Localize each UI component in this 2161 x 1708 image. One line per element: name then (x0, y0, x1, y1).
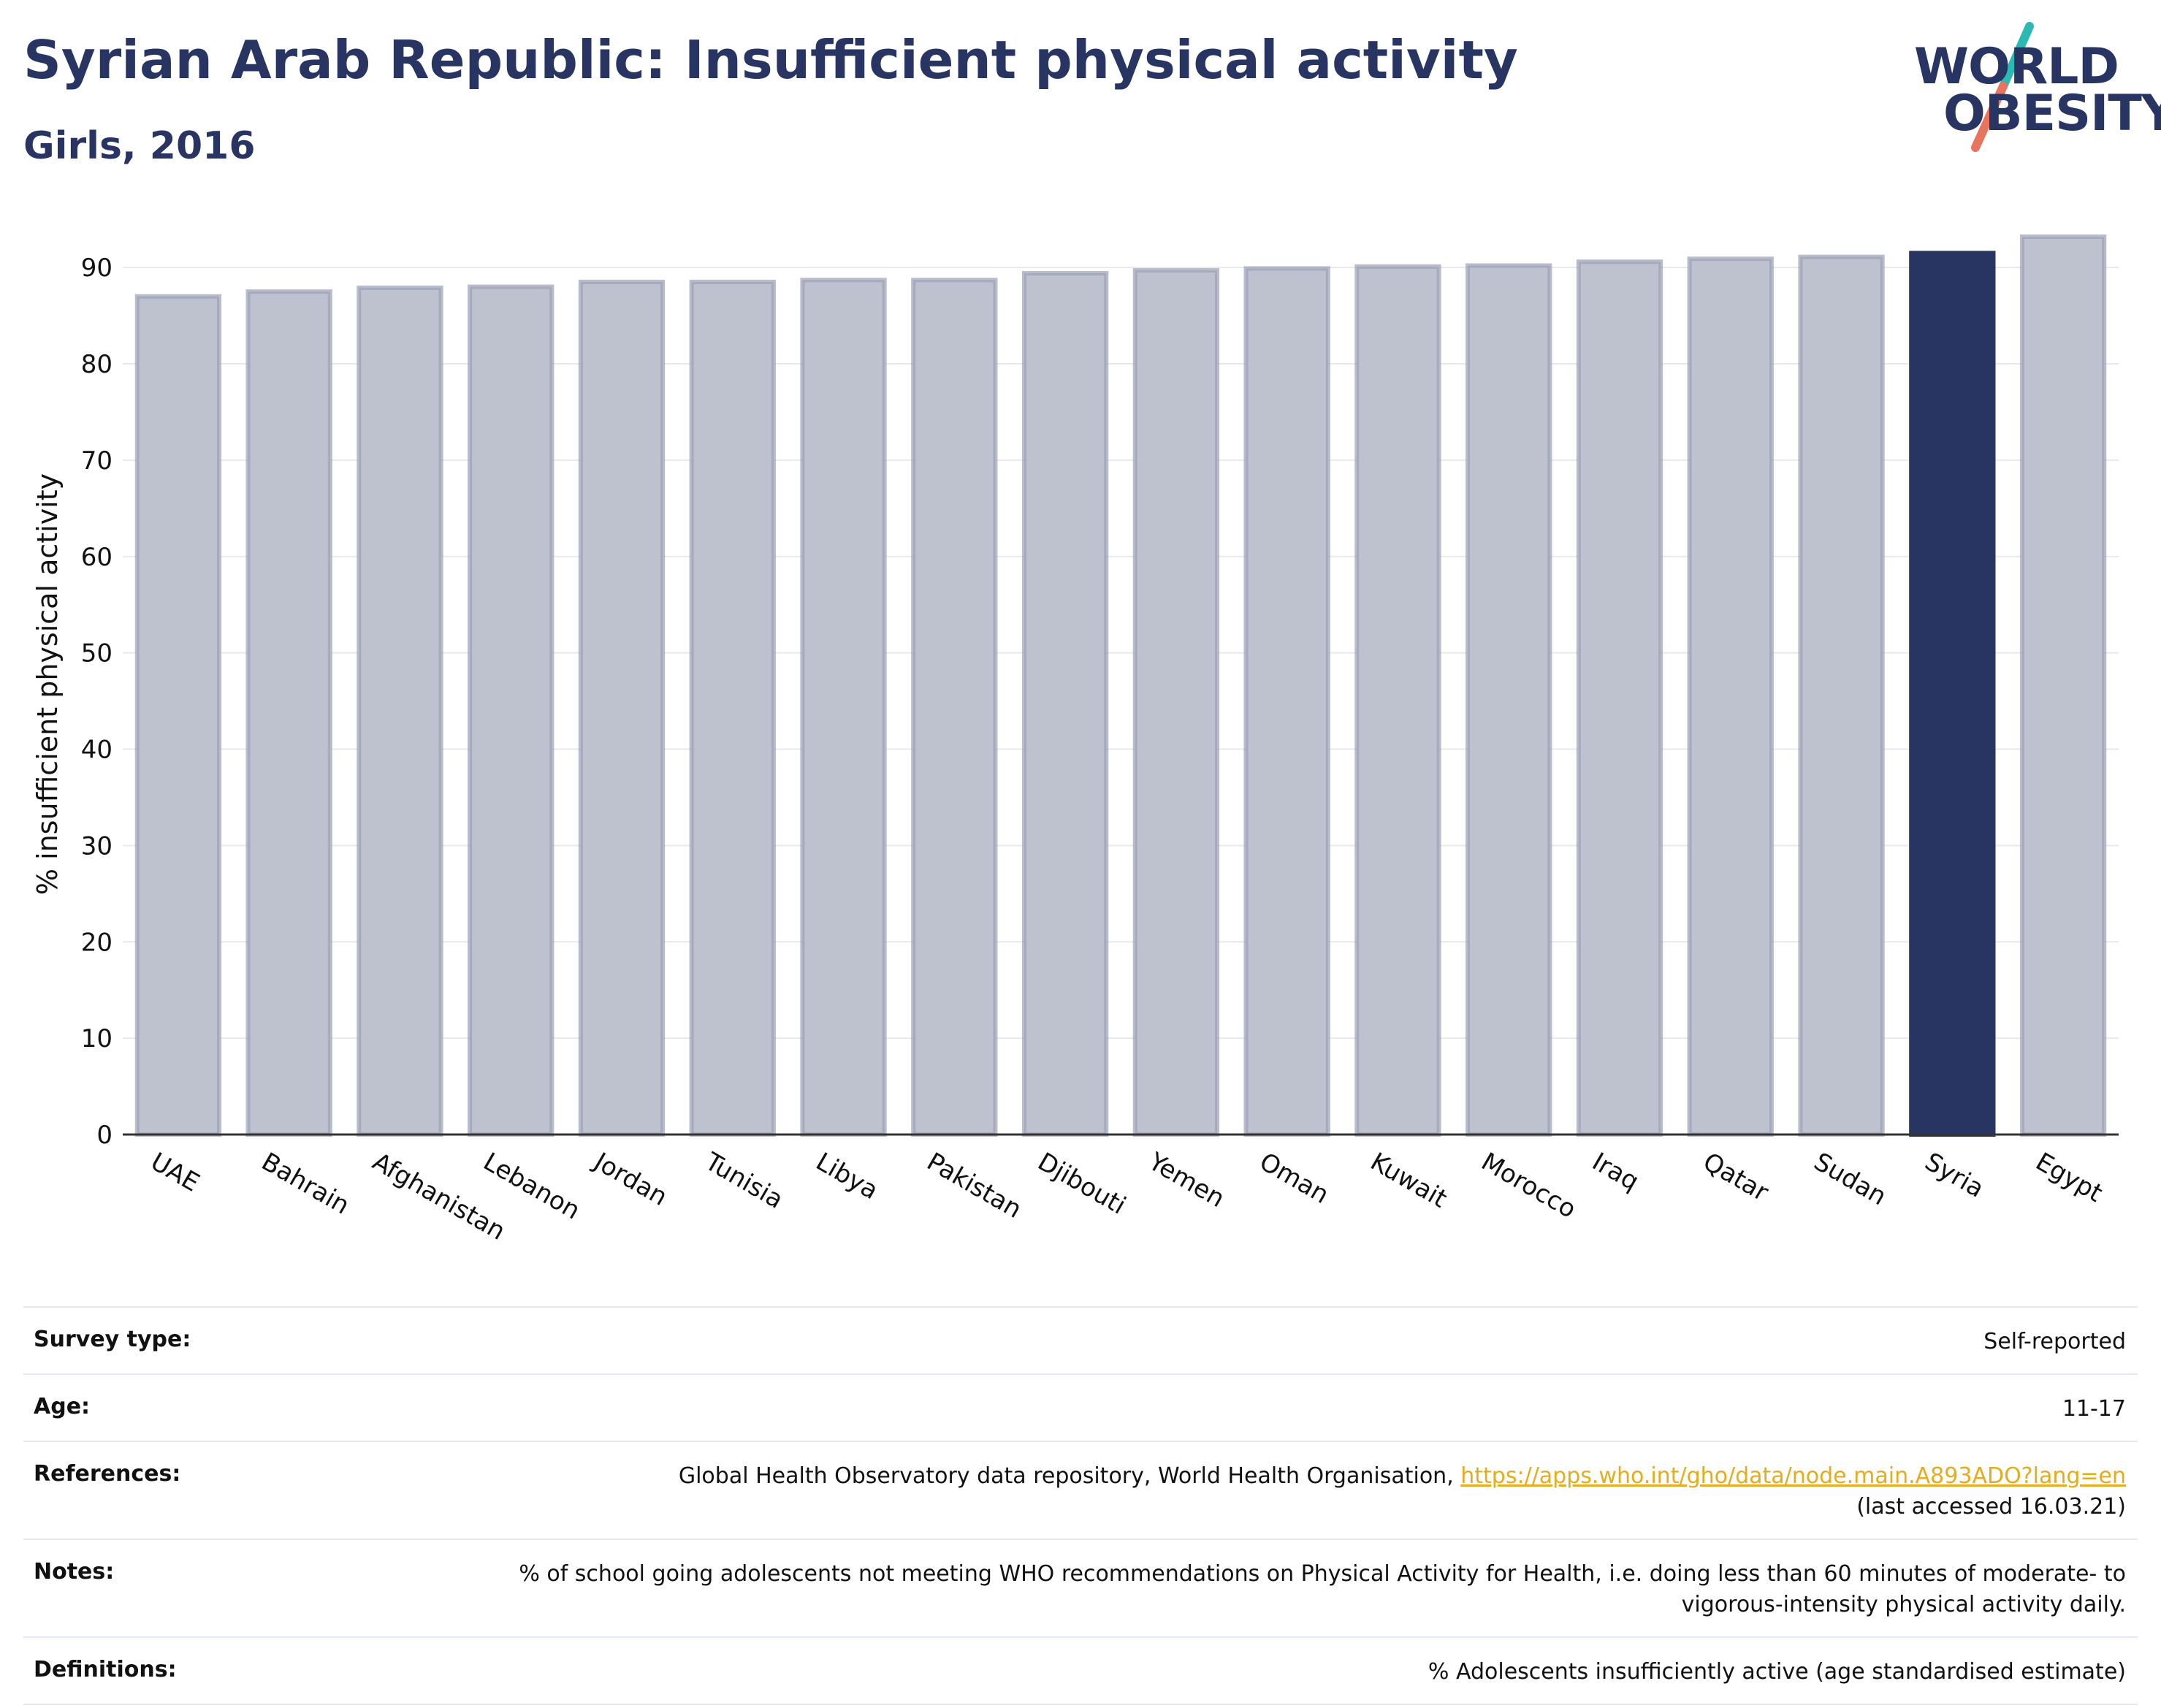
bar-yemen (1132, 268, 1220, 1137)
bar-lebanon (468, 284, 554, 1137)
bar-jordan (578, 279, 666, 1137)
bar-syria (1909, 251, 1996, 1137)
y-tick-label: 80 (81, 350, 113, 379)
bar-sudan (1798, 254, 1885, 1137)
bar-morocco (1466, 263, 1552, 1137)
meta-row-age: Age: 11-17 (23, 1373, 2138, 1441)
y-tick-label: 70 (81, 446, 113, 476)
meta-value: Global Health Observatory data repositor… (23, 1442, 2138, 1539)
bar-djibouti (1021, 271, 1109, 1137)
metadata-table: Survey type: Self-reported Age: 11-17 Re… (23, 1306, 2138, 1705)
x-tick-label: Pakistan (922, 1147, 1026, 1224)
x-tick-label: Sudan (1809, 1147, 1891, 1211)
x-tick-label: Morocco (1476, 1147, 1581, 1224)
bar-uae (134, 294, 222, 1137)
reference-accessed: (last accessed 16.03.21) (1856, 1494, 2126, 1520)
meta-label: References: (34, 1461, 181, 1487)
bar-bahrain (245, 289, 332, 1137)
x-tick-label: Djibouti (1033, 1147, 1131, 1221)
page-subtitle: Girls, 2016 (23, 124, 256, 168)
y-tick-labels: 0 10 20 30 40 50 60 70 80 90 (81, 253, 113, 1150)
y-axis-label: % insufficient physical activity (31, 473, 64, 895)
x-tick-label: Iraq (1588, 1147, 1644, 1197)
logo-word-world: WORLD (1914, 38, 2119, 96)
meta-label: Age: (34, 1394, 91, 1419)
x-tick-label: UAE (145, 1147, 204, 1197)
meta-label: Notes: (34, 1559, 115, 1585)
meta-value: % Adolescents insufficiently active (age… (1428, 1659, 2126, 1685)
bar-tunisia (689, 279, 776, 1137)
x-tick-label: Syria (1920, 1147, 1989, 1204)
x-tick-label: Libya (811, 1147, 883, 1205)
grid-lines (123, 267, 2119, 1040)
x-tick-label: Egypt (2031, 1147, 2108, 1208)
x-tick-label: Jordan (588, 1146, 672, 1212)
logo-slash-icon (1971, 22, 2034, 152)
x-tick-label: Qatar (1698, 1147, 1773, 1208)
x-tick-label: Bahrain (256, 1147, 354, 1220)
y-tick-label: 30 (81, 831, 113, 861)
bar-libya (800, 278, 887, 1137)
x-tick-label: Oman (1254, 1147, 1334, 1210)
bar-qatar (1687, 256, 1774, 1137)
world-obesity-logo: WORLD OBESITY (1899, 22, 2161, 153)
meta-label: Definitions: (34, 1657, 177, 1682)
meta-row-survey-type: Survey type: Self-reported (23, 1306, 2138, 1373)
meta-label: Survey type: (34, 1327, 191, 1352)
y-tick-label: 10 (81, 1024, 113, 1053)
reference-text: Global Health Observatory data repositor… (678, 1463, 1461, 1489)
meta-value: 11-17 (2062, 1396, 2126, 1422)
y-tick-label: 90 (81, 253, 113, 283)
x-tick-label: Kuwait (1365, 1147, 1452, 1213)
y-tick-label: 60 (81, 543, 113, 572)
bar-pakistan (911, 278, 998, 1137)
bar-iraq (1576, 259, 1663, 1137)
meta-row-notes: Notes: % of school going adolescents not… (23, 1539, 2138, 1636)
y-tick-label: 0 (96, 1121, 113, 1150)
page-title: Syrian Arab Republic: Insufficient physi… (23, 29, 1518, 91)
meta-value: % of school going adolescents not meetin… (519, 1561, 2126, 1617)
y-tick-label: 20 (81, 928, 113, 957)
bar-egypt (2019, 234, 2107, 1137)
bar-oman (1243, 266, 1330, 1137)
meta-row-definitions: Definitions: % Adolescents insufficientl… (23, 1636, 2138, 1705)
y-tick-label: 40 (81, 736, 113, 765)
bar-afghanistan (357, 285, 443, 1137)
x-tick-label: Yemen (1143, 1147, 1230, 1214)
meta-row-references: References: Global Health Observatory da… (23, 1441, 2138, 1539)
logo-word-obesity: OBESITY (1943, 85, 2161, 142)
y-tick-label: 50 (81, 639, 113, 668)
meta-value: Self-reported (1983, 1329, 2126, 1354)
reference-link[interactable]: https://apps.who.int/gho/data/node.main.… (1460, 1463, 2126, 1489)
bars (134, 234, 2107, 1137)
bar-kuwait (1354, 264, 1441, 1137)
x-tick-label: Tunisia (699, 1147, 788, 1215)
